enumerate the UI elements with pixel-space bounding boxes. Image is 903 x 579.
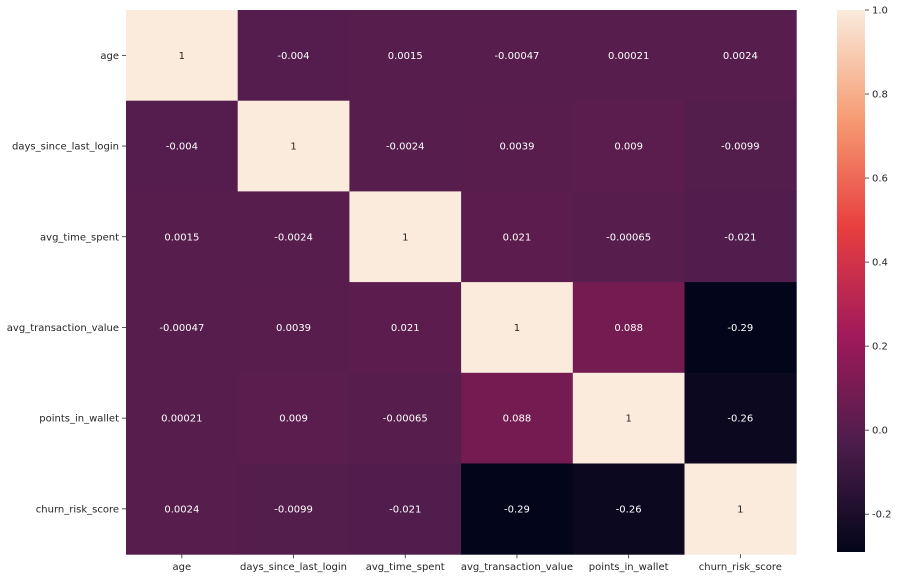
cell-value-label: 0.00021 [608, 51, 649, 62]
colorbar [837, 10, 865, 552]
colorbar-tick-label: 0.6 [872, 174, 888, 185]
colorbar-tick-label: 1.0 [872, 6, 888, 17]
heatmap-cell [237, 10, 350, 102]
heatmap-cell [461, 100, 574, 192]
cell-value-label: -0.0024 [386, 142, 425, 153]
heatmap-cell [349, 10, 462, 102]
cell-value-label: 0.0024 [164, 504, 199, 515]
heatmap-cell [237, 372, 350, 464]
heatmap-cell [572, 372, 685, 464]
heatmap-cell [126, 191, 239, 283]
heatmap-cell [237, 100, 350, 192]
heatmap-cell [461, 282, 574, 374]
heatmap-cell [349, 191, 462, 283]
heatmap-cell [572, 463, 685, 555]
cell-value-label: -0.0099 [721, 142, 760, 153]
x-tick-label: points_in_wallet [589, 562, 669, 573]
heatmap-cell [237, 282, 350, 374]
cell-value-label: 0.009 [614, 142, 643, 153]
cell-value-label: 1 [737, 504, 743, 515]
cell-value-label: -0.021 [389, 504, 421, 515]
heatmap-cell [572, 10, 685, 102]
cell-value-label: 1 [402, 232, 408, 243]
heatmap-cell [349, 100, 462, 192]
colorbar-tick-label: 0.4 [872, 258, 888, 269]
cell-value-label: -0.0099 [274, 504, 313, 515]
cell-value-label: 0.0039 [499, 142, 534, 153]
cell-value-label: 0.0039 [276, 323, 311, 334]
cell-value-label: 1 [179, 51, 185, 62]
cell-value-label: -0.29 [504, 504, 530, 515]
heatmap-cell [349, 372, 462, 464]
y-tick-label: churn_risk_score [36, 504, 119, 515]
colorbar-tick-label: 0.8 [872, 90, 888, 101]
cell-value-label: 0.0015 [164, 232, 199, 243]
x-tick-label: days_since_last_login [240, 562, 347, 573]
heatmap-cell [684, 100, 797, 192]
heatmap-cell [684, 282, 797, 374]
x-tick-label: age [173, 562, 192, 573]
heatmap-cell [461, 463, 574, 555]
cell-value-label: -0.26 [727, 414, 753, 425]
cell-value-label: -0.021 [724, 232, 756, 243]
cell-value-label: 0.009 [279, 414, 308, 425]
cell-value-label: -0.00065 [606, 232, 651, 243]
cell-value-label: 1 [625, 414, 631, 425]
cell-value-label: -0.004 [166, 142, 198, 153]
heatmap-cell [126, 10, 239, 102]
colorbar-tick-label: -0.2 [872, 510, 892, 521]
cell-value-label: -0.00047 [159, 323, 204, 334]
colorbar-tick-label: 0.2 [872, 342, 888, 353]
x-tick-label: avg_transaction_value [461, 562, 573, 573]
heatmap-cell [126, 100, 239, 192]
heatmap-cell [461, 372, 574, 464]
cell-value-label: -0.00065 [383, 414, 428, 425]
heatmap-cell [349, 282, 462, 374]
heatmap-cell [572, 282, 685, 374]
cell-value-label: 0.021 [391, 323, 420, 334]
cell-value-label: -0.0024 [274, 232, 313, 243]
heatmap-cell [572, 100, 685, 192]
cell-value-label: 0.0015 [388, 51, 423, 62]
heatmap-cell [126, 372, 239, 464]
heatmap-cell [684, 191, 797, 283]
cell-value-label: 0.00021 [161, 414, 202, 425]
heatmap-cell [237, 191, 350, 283]
colorbar-tick-label: 0.0 [872, 426, 888, 437]
x-tick-label: churn_risk_score [699, 562, 782, 573]
x-tick-label: avg_time_spent [366, 562, 445, 573]
heatmap-cell [572, 191, 685, 283]
heatmap-cell [349, 463, 462, 555]
y-tick-label: avg_transaction_value [7, 323, 119, 334]
cell-value-label: 0.021 [503, 232, 532, 243]
heatmap-cell [461, 10, 574, 102]
heatmap-cell [684, 10, 797, 102]
y-tick-label: days_since_last_login [12, 142, 119, 153]
cell-value-label: -0.26 [616, 504, 642, 515]
heatmap-cell [684, 463, 797, 555]
heatmap-cell [126, 463, 239, 555]
cell-value-label: -0.00047 [494, 51, 539, 62]
cell-value-label: 1 [514, 323, 520, 334]
heatmap-cell [684, 372, 797, 464]
cell-value-label: 1 [290, 142, 296, 153]
y-tick-label: avg_time_spent [40, 232, 119, 243]
y-tick-label: age [100, 51, 119, 62]
y-tick-label: points_in_wallet [39, 414, 119, 425]
heatmap-cell [461, 191, 574, 283]
cell-value-label: -0.004 [277, 51, 309, 62]
cell-value-label: -0.29 [727, 323, 753, 334]
cell-value-label: 0.088 [614, 323, 643, 334]
heatmap-cell [237, 463, 350, 555]
heatmap-cell [126, 282, 239, 374]
cell-value-label: 0.088 [503, 414, 532, 425]
cell-value-label: 0.0024 [723, 51, 758, 62]
